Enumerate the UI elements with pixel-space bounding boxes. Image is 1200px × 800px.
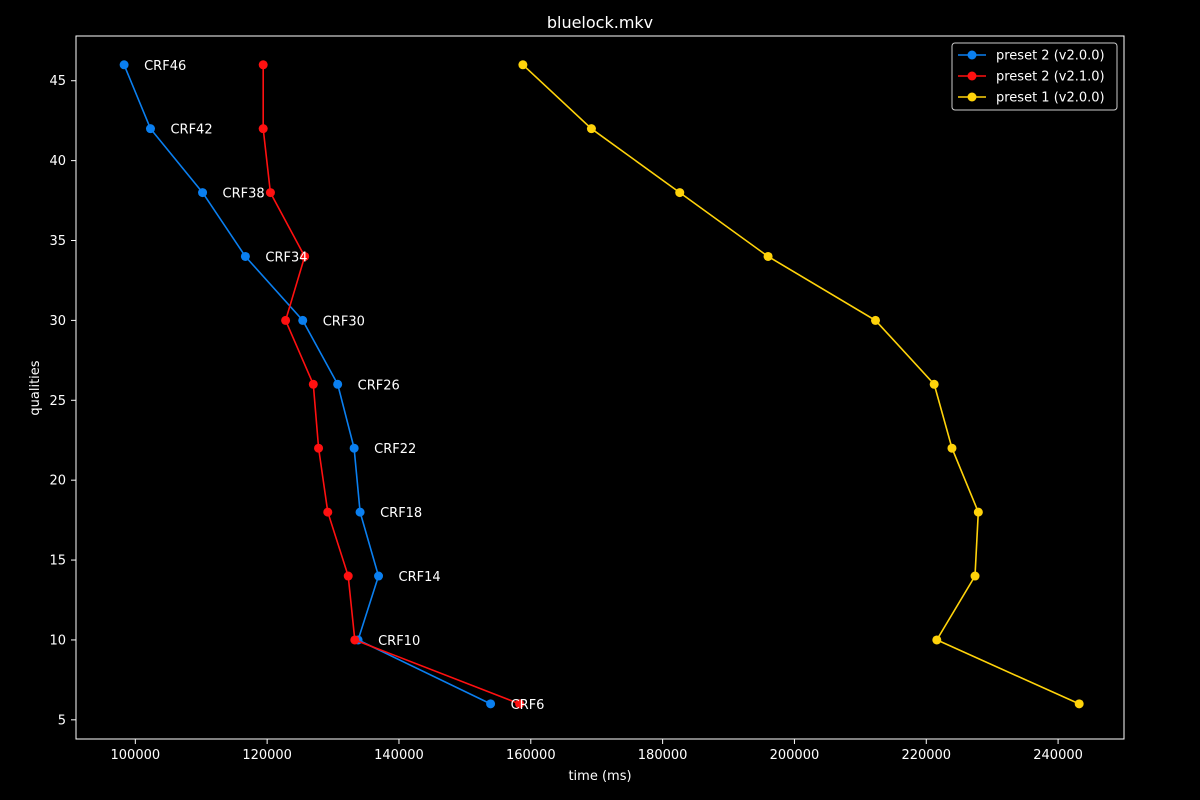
y-tick-label: 40 [49,154,66,169]
data-point [258,124,268,134]
y-tick-label: 45 [49,74,66,89]
crf-label: CRF18 [380,506,422,521]
data-point [973,507,983,517]
data-point [145,124,155,134]
data-point [515,699,525,709]
crf-label: CRF34 [265,250,307,265]
legend-item: preset 2 (v2.1.0) [958,70,1105,85]
data-point [198,188,208,198]
legend-label: preset 2 (v2.1.0) [996,70,1105,85]
y-axis-label: qualities [28,360,43,415]
crf-label: CRF46 [144,59,186,74]
crf-label: CRF14 [399,570,441,585]
crf-label: CRF30 [323,314,365,329]
y-tick-label: 35 [49,234,66,249]
x-axis-label: time (ms) [568,769,631,784]
legend-marker [967,92,977,102]
series-2 [258,60,525,709]
data-point [350,635,360,645]
x-tick-label: 200000 [770,748,820,763]
data-point [323,507,333,517]
legend-items: preset 2 (v2.0.0) preset 2 (v2.1.0) preset… [958,49,1105,106]
x-tick-label: 220000 [901,748,951,763]
y-tick-label: 30 [49,314,66,329]
data-point [947,443,957,453]
data-point [281,315,291,325]
legend: preset 2 (v2.0.0) preset 2 (v2.1.0) preset… [951,42,1118,111]
chart-title: bluelock.mkv [547,13,653,32]
legend-item: preset 1 (v2.0.0) [958,91,1105,106]
data-point [298,315,308,325]
data-point [486,699,496,709]
data-point [929,379,939,389]
y-axis-ticks: 5 10 15 20 25 30 35 40 45 [49,74,76,728]
legend-box [951,42,1118,111]
crf-label: CRF38 [223,187,265,202]
data-point [349,443,359,453]
data-point [1074,699,1084,709]
data-point [343,571,353,581]
plot-frame [75,35,1125,740]
crf-label: CRF10 [378,634,420,649]
crf-label: CRF42 [170,123,212,138]
data-point [970,571,980,581]
y-tick-label: 15 [49,554,66,569]
data-point [119,60,129,70]
data-point [300,251,310,261]
x-axis-ticks: 100000 120000 140000 160000 180000 200000 2200… [111,739,1083,763]
data-point [871,315,881,325]
legend-marker [967,50,977,60]
x-tick-label: 100000 [111,748,161,763]
crf-label: CRF26 [358,378,400,393]
data-point [763,251,773,261]
x-tick-label: 140000 [374,748,424,763]
data-point [374,571,384,581]
legend-label: preset 1 (v2.0.0) [996,91,1105,106]
y-tick-label: 25 [49,394,66,409]
x-tick-label: 240000 [1033,748,1083,763]
x-tick-label: 120000 [242,748,292,763]
data-point [333,379,343,389]
crf-label: CRF22 [374,442,416,457]
series-1 [119,60,496,709]
data-point [240,251,250,261]
crf-label: CRF6 [511,698,545,713]
y-tick-label: 10 [49,633,66,648]
y-tick-label: 20 [49,474,66,489]
data-point [932,635,942,645]
data-point [314,443,324,453]
legend-item: preset 2 (v2.0.0) [958,49,1105,64]
data-point [586,124,596,134]
data-point [258,60,268,70]
data-point [518,60,528,70]
annotation-layer: CRF46 CRF42 CRF38 CRF34 CRF30 CRF26 CRF22 CRF18… [144,59,544,713]
data-point [675,188,685,198]
series-layer [119,60,1084,709]
x-tick-label: 160000 [506,748,556,763]
y-tick-label: 5 [58,713,66,728]
x-tick-label: 180000 [638,748,688,763]
legend-label: preset 2 (v2.0.0) [996,49,1105,64]
data-point [355,507,365,517]
series-3 [518,60,1084,709]
data-point [308,379,318,389]
data-point [265,188,275,198]
legend-marker [967,71,977,81]
